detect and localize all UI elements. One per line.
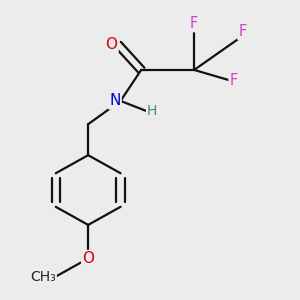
- Text: F: F: [190, 16, 198, 31]
- Text: N: N: [109, 93, 121, 108]
- Text: F: F: [230, 73, 238, 88]
- Text: CH₃: CH₃: [30, 270, 56, 283]
- Text: O: O: [106, 37, 118, 52]
- Text: F: F: [238, 24, 247, 39]
- Text: H: H: [147, 104, 158, 118]
- Text: O: O: [82, 251, 94, 266]
